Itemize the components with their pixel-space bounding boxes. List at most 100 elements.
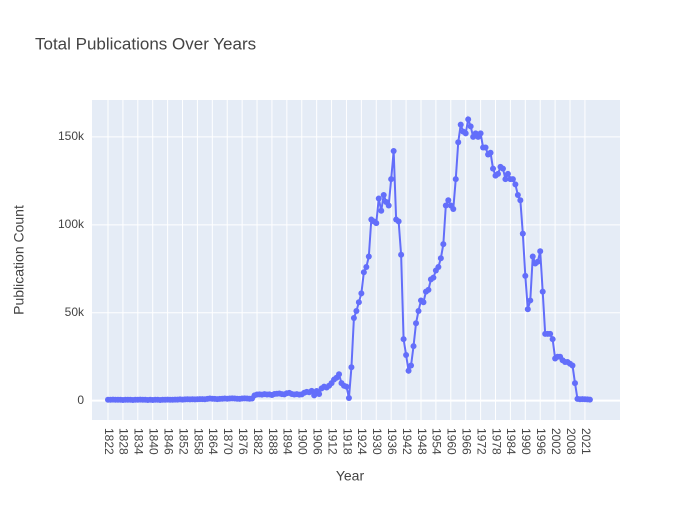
data-point — [373, 220, 380, 227]
data-point — [502, 176, 509, 183]
data-point — [435, 264, 442, 271]
data-point — [410, 343, 417, 350]
data-point — [360, 269, 367, 276]
data-point — [517, 197, 524, 204]
x-tick-label: 1942 — [400, 428, 414, 455]
x-tick-label: 1948 — [415, 428, 429, 455]
data-point — [420, 299, 427, 306]
data-point — [343, 383, 350, 390]
data-point — [509, 176, 516, 183]
x-tick-label: 1864 — [206, 428, 220, 455]
x-tick-label: 1954 — [430, 428, 444, 455]
x-tick-label: 1930 — [370, 428, 384, 455]
data-point — [336, 371, 343, 378]
y-tick-label: 0 — [77, 393, 84, 407]
data-point — [465, 116, 472, 123]
x-tick-label: 1984 — [504, 428, 518, 455]
x-tick-label: 1894 — [281, 428, 295, 455]
data-point — [425, 286, 432, 293]
data-point — [477, 130, 484, 137]
x-tick-label: 1918 — [340, 428, 354, 455]
data-point — [571, 380, 578, 387]
data-point — [534, 258, 541, 265]
y-tick-label: 100k — [58, 217, 85, 231]
data-point — [519, 230, 526, 237]
data-point — [549, 336, 556, 343]
data-point — [415, 307, 422, 314]
data-point — [437, 255, 444, 262]
data-point — [524, 306, 531, 313]
x-tick-label: 1978 — [489, 428, 503, 455]
data-point — [375, 195, 382, 202]
data-point — [380, 191, 387, 198]
data-point — [350, 315, 357, 322]
data-point — [487, 149, 494, 156]
x-tick-label: 1882 — [251, 428, 265, 455]
data-point — [405, 367, 412, 374]
data-point — [539, 288, 546, 295]
x-tick-label: 1858 — [191, 428, 205, 455]
x-tick-label: 1840 — [147, 428, 161, 455]
x-tick-label: 1822 — [102, 428, 116, 455]
data-point — [385, 202, 392, 209]
data-point — [450, 206, 457, 213]
x-tick-label: 1966 — [460, 428, 474, 455]
data-point — [355, 299, 362, 306]
x-tick-label: 1972 — [474, 428, 488, 455]
data-point — [445, 197, 452, 204]
chart-title: Total Publications Over Years — [35, 34, 256, 53]
x-tick-label: 1870 — [221, 428, 235, 455]
data-point — [462, 130, 469, 137]
data-point — [482, 144, 489, 151]
data-point — [413, 320, 420, 327]
x-tick-label: 1912 — [325, 428, 339, 455]
data-point — [490, 165, 497, 172]
data-point — [452, 176, 459, 183]
data-point — [365, 253, 372, 260]
data-point — [395, 218, 402, 225]
data-point — [311, 392, 318, 399]
data-point — [442, 202, 449, 209]
data-point — [522, 272, 529, 279]
x-tick-label: 2002 — [549, 428, 563, 455]
data-point — [430, 274, 437, 281]
data-point — [358, 290, 365, 297]
data-point — [467, 123, 474, 130]
data-point — [529, 253, 536, 260]
data-point — [403, 351, 410, 358]
data-point — [388, 176, 395, 183]
data-point — [514, 191, 521, 198]
data-point — [494, 170, 501, 177]
data-point — [547, 330, 554, 337]
data-point — [499, 165, 506, 172]
x-tick-label: 1960 — [445, 428, 459, 455]
x-tick-label: 1876 — [236, 428, 250, 455]
x-tick-label: 1936 — [385, 428, 399, 455]
data-point — [569, 362, 576, 369]
x-tick-label: 1906 — [310, 428, 324, 455]
x-tick-label: 1888 — [266, 428, 280, 455]
x-tick-label: 1846 — [161, 428, 175, 455]
data-point — [363, 264, 370, 271]
data-point — [353, 307, 360, 314]
x-tick-label: 1828 — [117, 428, 131, 455]
y-tick-label: 150k — [58, 129, 85, 143]
data-point — [537, 248, 544, 255]
data-point — [400, 336, 407, 343]
data-point — [455, 139, 462, 146]
data-point — [512, 181, 519, 188]
x-tick-label: 1996 — [534, 428, 548, 455]
data-point — [345, 395, 352, 402]
data-point — [390, 147, 397, 154]
data-point — [308, 387, 315, 394]
data-point — [504, 170, 511, 177]
y-axis-title: Publication Count — [11, 205, 27, 315]
data-point — [398, 251, 405, 258]
x-tick-label: 1924 — [355, 428, 369, 455]
x-tick-label: 2021 — [579, 428, 593, 455]
x-axis-title: Year — [336, 468, 365, 484]
data-point — [408, 362, 415, 369]
data-point — [316, 390, 323, 397]
data-point — [527, 297, 534, 304]
